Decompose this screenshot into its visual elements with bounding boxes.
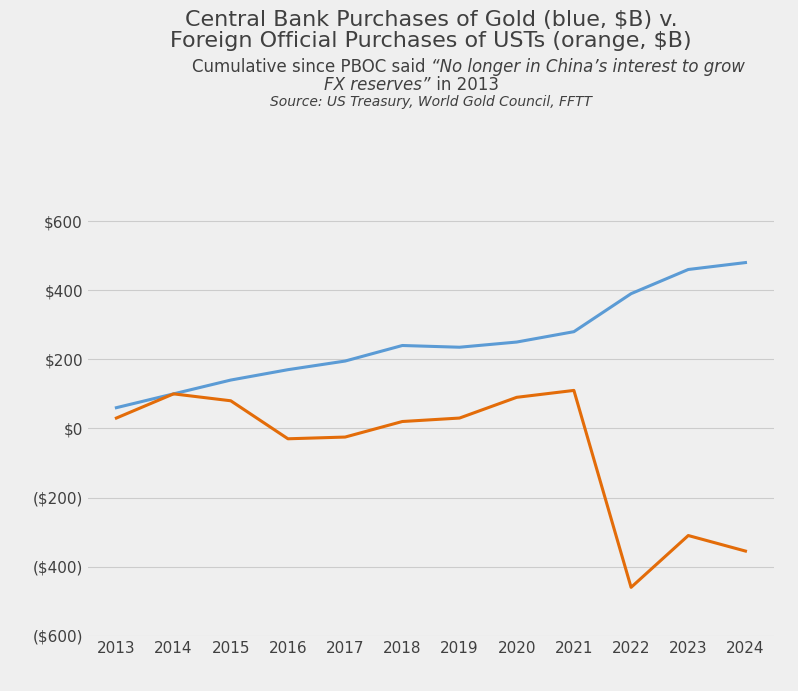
Text: Foreign Official Purchases of USTs (orange, $B): Foreign Official Purchases of USTs (oran… [170, 31, 692, 51]
Text: Cumulative since PBOC said: Cumulative since PBOC said [192, 58, 431, 76]
Text: in 2013: in 2013 [431, 76, 499, 94]
Text: Source: US Treasury, World Gold Council, FFTT: Source: US Treasury, World Gold Council,… [270, 95, 592, 109]
Text: “No longer in China’s interest to grow: “No longer in China’s interest to grow [431, 58, 745, 76]
Text: FX reserves”: FX reserves” [325, 76, 431, 94]
Text: Central Bank Purchases of Gold (blue, $B) v.: Central Bank Purchases of Gold (blue, $B… [184, 10, 678, 30]
